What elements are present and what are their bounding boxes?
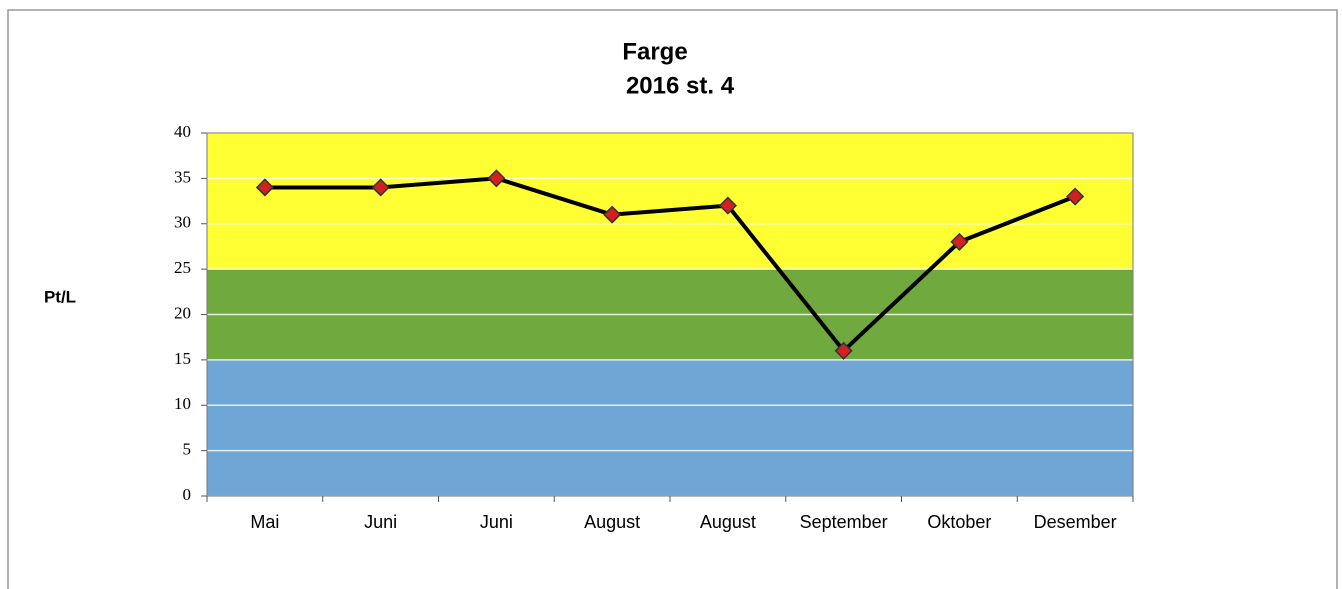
x-tick-label: August — [584, 512, 640, 532]
marker — [603, 205, 622, 224]
y-tick-label: 40 — [174, 122, 191, 141]
chart-frame — [7, 9, 1338, 589]
y-tick-label: 35 — [174, 167, 191, 186]
x-tick-label: Oktober — [927, 512, 991, 532]
y-tick-label: 15 — [174, 349, 191, 368]
background-band — [207, 359, 1133, 496]
x-tick-label: Mai — [250, 512, 279, 532]
y-tick-label: 10 — [174, 394, 191, 413]
marker — [371, 178, 390, 197]
marker — [487, 169, 506, 188]
y-tick-label: 30 — [174, 213, 191, 232]
chart-subtitle: 2016 st. 4 — [626, 72, 735, 99]
background-band — [207, 133, 1133, 270]
chart-title: Farge — [622, 38, 687, 65]
y-tick-label: 20 — [174, 303, 191, 322]
y-axis-label: Pt/L — [44, 287, 76, 306]
x-tick-label: August — [700, 512, 756, 532]
y-tick-label: 5 — [183, 440, 192, 459]
marker — [718, 196, 737, 215]
marker — [1066, 187, 1085, 206]
x-tick-label: Juni — [480, 512, 513, 532]
marker — [950, 232, 969, 251]
x-tick-label: Juni — [364, 512, 397, 532]
marker — [255, 178, 274, 197]
line — [264, 176, 1076, 353]
y-tick-label: 25 — [174, 258, 191, 277]
y-tick-label: 0 — [183, 485, 192, 504]
marker — [834, 341, 853, 360]
x-tick-label: Desember — [1034, 512, 1117, 532]
x-tick-label: September — [800, 512, 888, 532]
